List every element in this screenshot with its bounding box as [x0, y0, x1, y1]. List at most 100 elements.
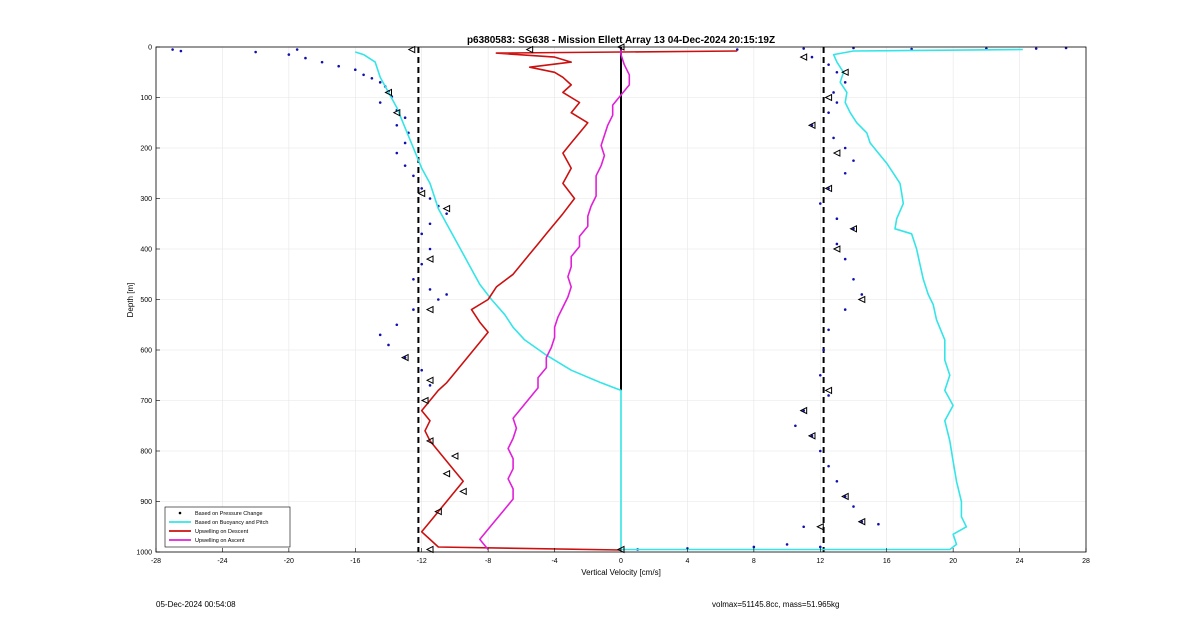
- series-0-point-21: [395, 151, 399, 155]
- series-0-point-55: [835, 101, 839, 104]
- x-tick-label-5: -8: [485, 558, 491, 565]
- series-0-point-23: [412, 174, 415, 178]
- series-0-point-8: [353, 68, 357, 72]
- y-axis: 0 100 200 300 400 500 600 700 800 900 1000: [136, 45, 160, 557]
- series-0-point-74: [827, 394, 830, 397]
- series-0-point-51: [827, 63, 830, 66]
- series-0-point-63: [818, 202, 822, 205]
- triangle-marker-33: [525, 45, 534, 54]
- series-2: [420, 50, 738, 551]
- series-0-point-87: [818, 545, 822, 549]
- triangle-marker-7: [425, 305, 434, 314]
- series-0-point-79: [827, 464, 830, 468]
- series-line-2: [420, 50, 738, 551]
- x-tick-label-14: 28: [1082, 558, 1090, 565]
- series-0-point-60: [852, 159, 855, 162]
- triangle-marker-14: [459, 487, 467, 496]
- triangle-marker-5: [442, 204, 451, 213]
- series-0-point-0: [171, 48, 174, 51]
- legend-label-1: Based on Buoyancy and Pitch: [195, 520, 268, 526]
- series-0-point-53: [843, 81, 847, 84]
- series-0-point-11: [378, 81, 382, 84]
- triangle-marker-3: [392, 108, 401, 117]
- x-axis-label: Vertical Velocity [cm/s]: [581, 568, 661, 577]
- y-tick-label-1: 100: [140, 95, 152, 102]
- series-0-point-4: [287, 53, 291, 56]
- x-axis: -28 -24 -20 -16 -12 -8 -4 0 4 8 12 16 20 24 28: [151, 548, 1090, 565]
- triangle-marker-16: [425, 545, 434, 554]
- series-0-point-39: [387, 343, 390, 347]
- triangle-marker-0: [407, 45, 416, 54]
- series-0-point-28: [428, 222, 432, 226]
- triangle-marker-19: [807, 121, 816, 130]
- footer-timestamp: 05-Dec-2024 00:54:08: [156, 600, 236, 609]
- series-0-point-66: [835, 242, 839, 246]
- footer-summary: volmax=51145.8cc, mass=51.965kg: [712, 600, 840, 609]
- triangle-marker-24: [857, 295, 866, 304]
- x-tick-label-0: -28: [151, 558, 161, 565]
- triangle-marker-11: [425, 437, 434, 445]
- x-tick-label-6: -4: [551, 558, 557, 565]
- series-0-point-54: [832, 91, 835, 94]
- series-0-point-15: [378, 101, 382, 104]
- series-0-point-58: [832, 136, 835, 140]
- y-tick-label-7: 700: [140, 398, 152, 405]
- x-tick-label-10: 12: [816, 558, 824, 565]
- y-tick-label-4: 400: [140, 247, 152, 254]
- triangle-marker-15: [434, 507, 442, 516]
- series-line-3: [478, 49, 631, 551]
- x-tick-label-13: 24: [1016, 558, 1024, 565]
- y-tick-label-3: 300: [140, 196, 152, 203]
- series-0-point-82: [852, 505, 855, 508]
- annotation-layer: [384, 43, 866, 554]
- x-tick-label-7: 0: [619, 558, 623, 565]
- series-0-point-80: [835, 480, 839, 483]
- series-0-point-10: [370, 77, 374, 80]
- series-3: [478, 49, 631, 551]
- triangle-marker-21: [824, 184, 833, 193]
- triangle-marker-2: [384, 88, 392, 97]
- series-0-point-85: [877, 522, 880, 526]
- triangle-marker-18: [824, 93, 833, 102]
- triangle-marker-6: [425, 255, 434, 263]
- triangle-marker-12: [450, 452, 459, 460]
- x-tick-label-2: -20: [284, 558, 294, 565]
- series-0-point-31: [420, 262, 424, 266]
- series-line-1: [355, 48, 1023, 551]
- series-0-point-2: [254, 50, 257, 54]
- y-tick-label-10: 1000: [136, 550, 152, 557]
- y-tick-label-8: 800: [140, 449, 152, 456]
- x-tick-label-8: 4: [685, 558, 689, 565]
- series-0-point-24: [420, 187, 424, 190]
- series-0-point-48: [1034, 47, 1038, 50]
- series-0-point-38: [378, 333, 382, 337]
- x-tick-label-1: -24: [217, 558, 227, 565]
- series-0-point-67: [843, 257, 847, 261]
- series-0-point-68: [852, 278, 855, 281]
- series-0-point-76: [794, 424, 797, 428]
- series-0-point-56: [827, 111, 830, 114]
- series-0-point-78: [818, 449, 822, 453]
- legend-swatch-0: [178, 511, 182, 515]
- x-tick-label-4: -12: [417, 558, 427, 565]
- y-tick-label-0: 0: [148, 45, 152, 52]
- triangle-marker-20: [832, 149, 841, 157]
- series-0-point-84: [802, 525, 805, 529]
- series-0-point-25: [428, 197, 432, 200]
- series-0-point-61: [843, 171, 847, 175]
- triangle-marker-10: [420, 396, 429, 405]
- series-0-point-34: [445, 293, 448, 296]
- x-tick-label-9: 8: [752, 558, 756, 565]
- series-0-point-52: [835, 70, 839, 74]
- triangle-marker-23: [832, 245, 841, 253]
- series-0-point-50: [810, 55, 814, 59]
- y-tick-label-2: 200: [140, 146, 152, 153]
- triangle-marker-22: [849, 224, 857, 233]
- series-0-point-70: [843, 308, 847, 311]
- series-0-point-42: [428, 384, 432, 387]
- series-0-point-43: [735, 48, 739, 51]
- series-0-point-86: [785, 543, 789, 546]
- series-0-point-27: [445, 212, 448, 215]
- triangle-marker-25: [824, 386, 833, 395]
- triangle-marker-27: [807, 432, 816, 440]
